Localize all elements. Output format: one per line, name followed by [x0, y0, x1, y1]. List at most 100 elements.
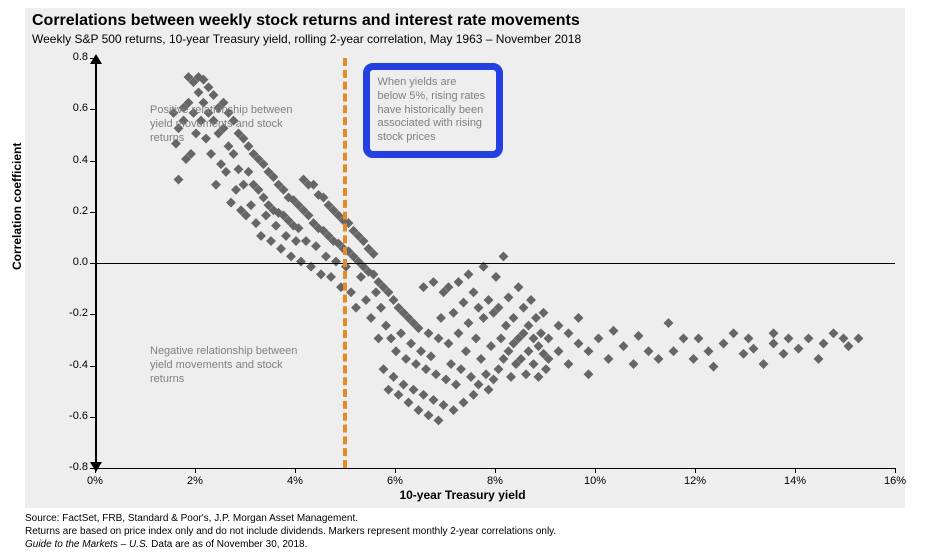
x-tick-label: 2%	[175, 475, 215, 487]
data-point	[486, 341, 496, 351]
data-point	[554, 321, 564, 331]
y-tick-mark	[90, 417, 95, 418]
x-tick-mark	[295, 468, 296, 473]
data-point	[544, 333, 554, 343]
y-tick-mark	[90, 58, 95, 59]
data-point	[489, 374, 499, 384]
data-point	[211, 180, 221, 190]
data-point	[564, 328, 574, 338]
data-point	[479, 313, 489, 323]
source-line: Returns are based on price index only an…	[25, 525, 556, 538]
data-point	[434, 415, 444, 425]
data-point	[629, 359, 639, 369]
data-point	[256, 231, 266, 241]
data-point	[316, 269, 326, 279]
y-tick-label: -0.4	[58, 359, 88, 371]
data-point	[346, 287, 356, 297]
data-point	[399, 380, 409, 390]
data-point	[194, 87, 204, 97]
x-axis-label: 10-year Treasury yield	[0, 488, 925, 502]
data-point	[604, 354, 614, 364]
data-point	[526, 295, 536, 305]
chart-title: Correlations between weekly stock return…	[32, 12, 580, 30]
data-point	[499, 251, 509, 261]
data-point	[554, 346, 564, 356]
data-point	[769, 339, 779, 349]
data-point	[819, 339, 829, 349]
data-point	[501, 321, 511, 331]
x-tick-label: 0%	[75, 475, 115, 487]
source-line: Guide to the Markets – U.S. Data are as …	[25, 538, 556, 551]
data-point	[669, 346, 679, 356]
data-point	[829, 328, 839, 338]
y-tick-mark	[90, 263, 95, 264]
data-point	[694, 333, 704, 343]
source-line: Source: FactSet, FRB, Standard & Poor's,…	[25, 512, 556, 525]
data-point	[499, 354, 509, 364]
data-point	[464, 269, 474, 279]
chart-container: Correlations between weekly stock return…	[0, 0, 925, 560]
data-point	[449, 405, 459, 415]
annotation-positive: Positive relationship between yield move…	[150, 104, 300, 145]
x-tick-mark	[595, 468, 596, 473]
data-point	[379, 364, 389, 374]
data-point	[259, 193, 269, 203]
data-point	[271, 221, 281, 231]
data-point	[406, 339, 416, 349]
data-point	[749, 344, 759, 354]
data-point	[521, 369, 531, 379]
data-point	[234, 164, 244, 174]
data-point	[461, 346, 471, 356]
data-point	[524, 321, 534, 331]
y-tick-mark	[90, 109, 95, 110]
data-point	[449, 308, 459, 318]
data-point	[564, 359, 574, 369]
data-point	[469, 287, 479, 297]
data-point	[389, 372, 399, 382]
data-point	[361, 295, 371, 305]
data-point	[401, 354, 411, 364]
y-tick-label: -0.2	[58, 307, 88, 319]
data-point	[454, 277, 464, 287]
data-point	[454, 328, 464, 338]
data-point	[276, 244, 286, 254]
data-point	[286, 251, 296, 261]
y-tick-mark	[90, 366, 95, 367]
data-point	[381, 321, 391, 331]
data-point	[529, 333, 539, 343]
x-tick-mark	[195, 468, 196, 473]
data-point	[291, 236, 301, 246]
data-point	[376, 303, 386, 313]
data-point	[351, 303, 361, 313]
data-point	[459, 298, 469, 308]
data-point	[394, 390, 404, 400]
data-point	[484, 295, 494, 305]
data-point	[539, 308, 549, 318]
data-point	[679, 333, 689, 343]
y-tick-label: 0.4	[58, 154, 88, 166]
data-point	[246, 200, 256, 210]
annotation-negative: Negative relationship between yield move…	[150, 345, 300, 386]
data-point	[814, 354, 824, 364]
data-point	[309, 180, 319, 190]
data-point	[466, 372, 476, 382]
x-tick-mark	[795, 468, 796, 473]
data-point	[439, 400, 449, 410]
data-point	[366, 313, 376, 323]
data-point	[481, 369, 491, 379]
data-point	[441, 374, 451, 384]
data-point	[519, 303, 529, 313]
data-point	[226, 198, 236, 208]
data-point	[416, 346, 426, 356]
x-tick-label: 8%	[475, 475, 515, 487]
data-point	[804, 333, 814, 343]
x-tick-label: 14%	[775, 475, 815, 487]
source-footnote: Source: FactSet, FRB, Standard & Poor's,…	[25, 512, 556, 551]
data-point	[456, 364, 466, 374]
data-point	[504, 346, 514, 356]
data-point	[209, 90, 219, 100]
data-point	[434, 333, 444, 343]
data-point	[729, 328, 739, 338]
data-point	[389, 295, 399, 305]
data-point	[584, 369, 594, 379]
